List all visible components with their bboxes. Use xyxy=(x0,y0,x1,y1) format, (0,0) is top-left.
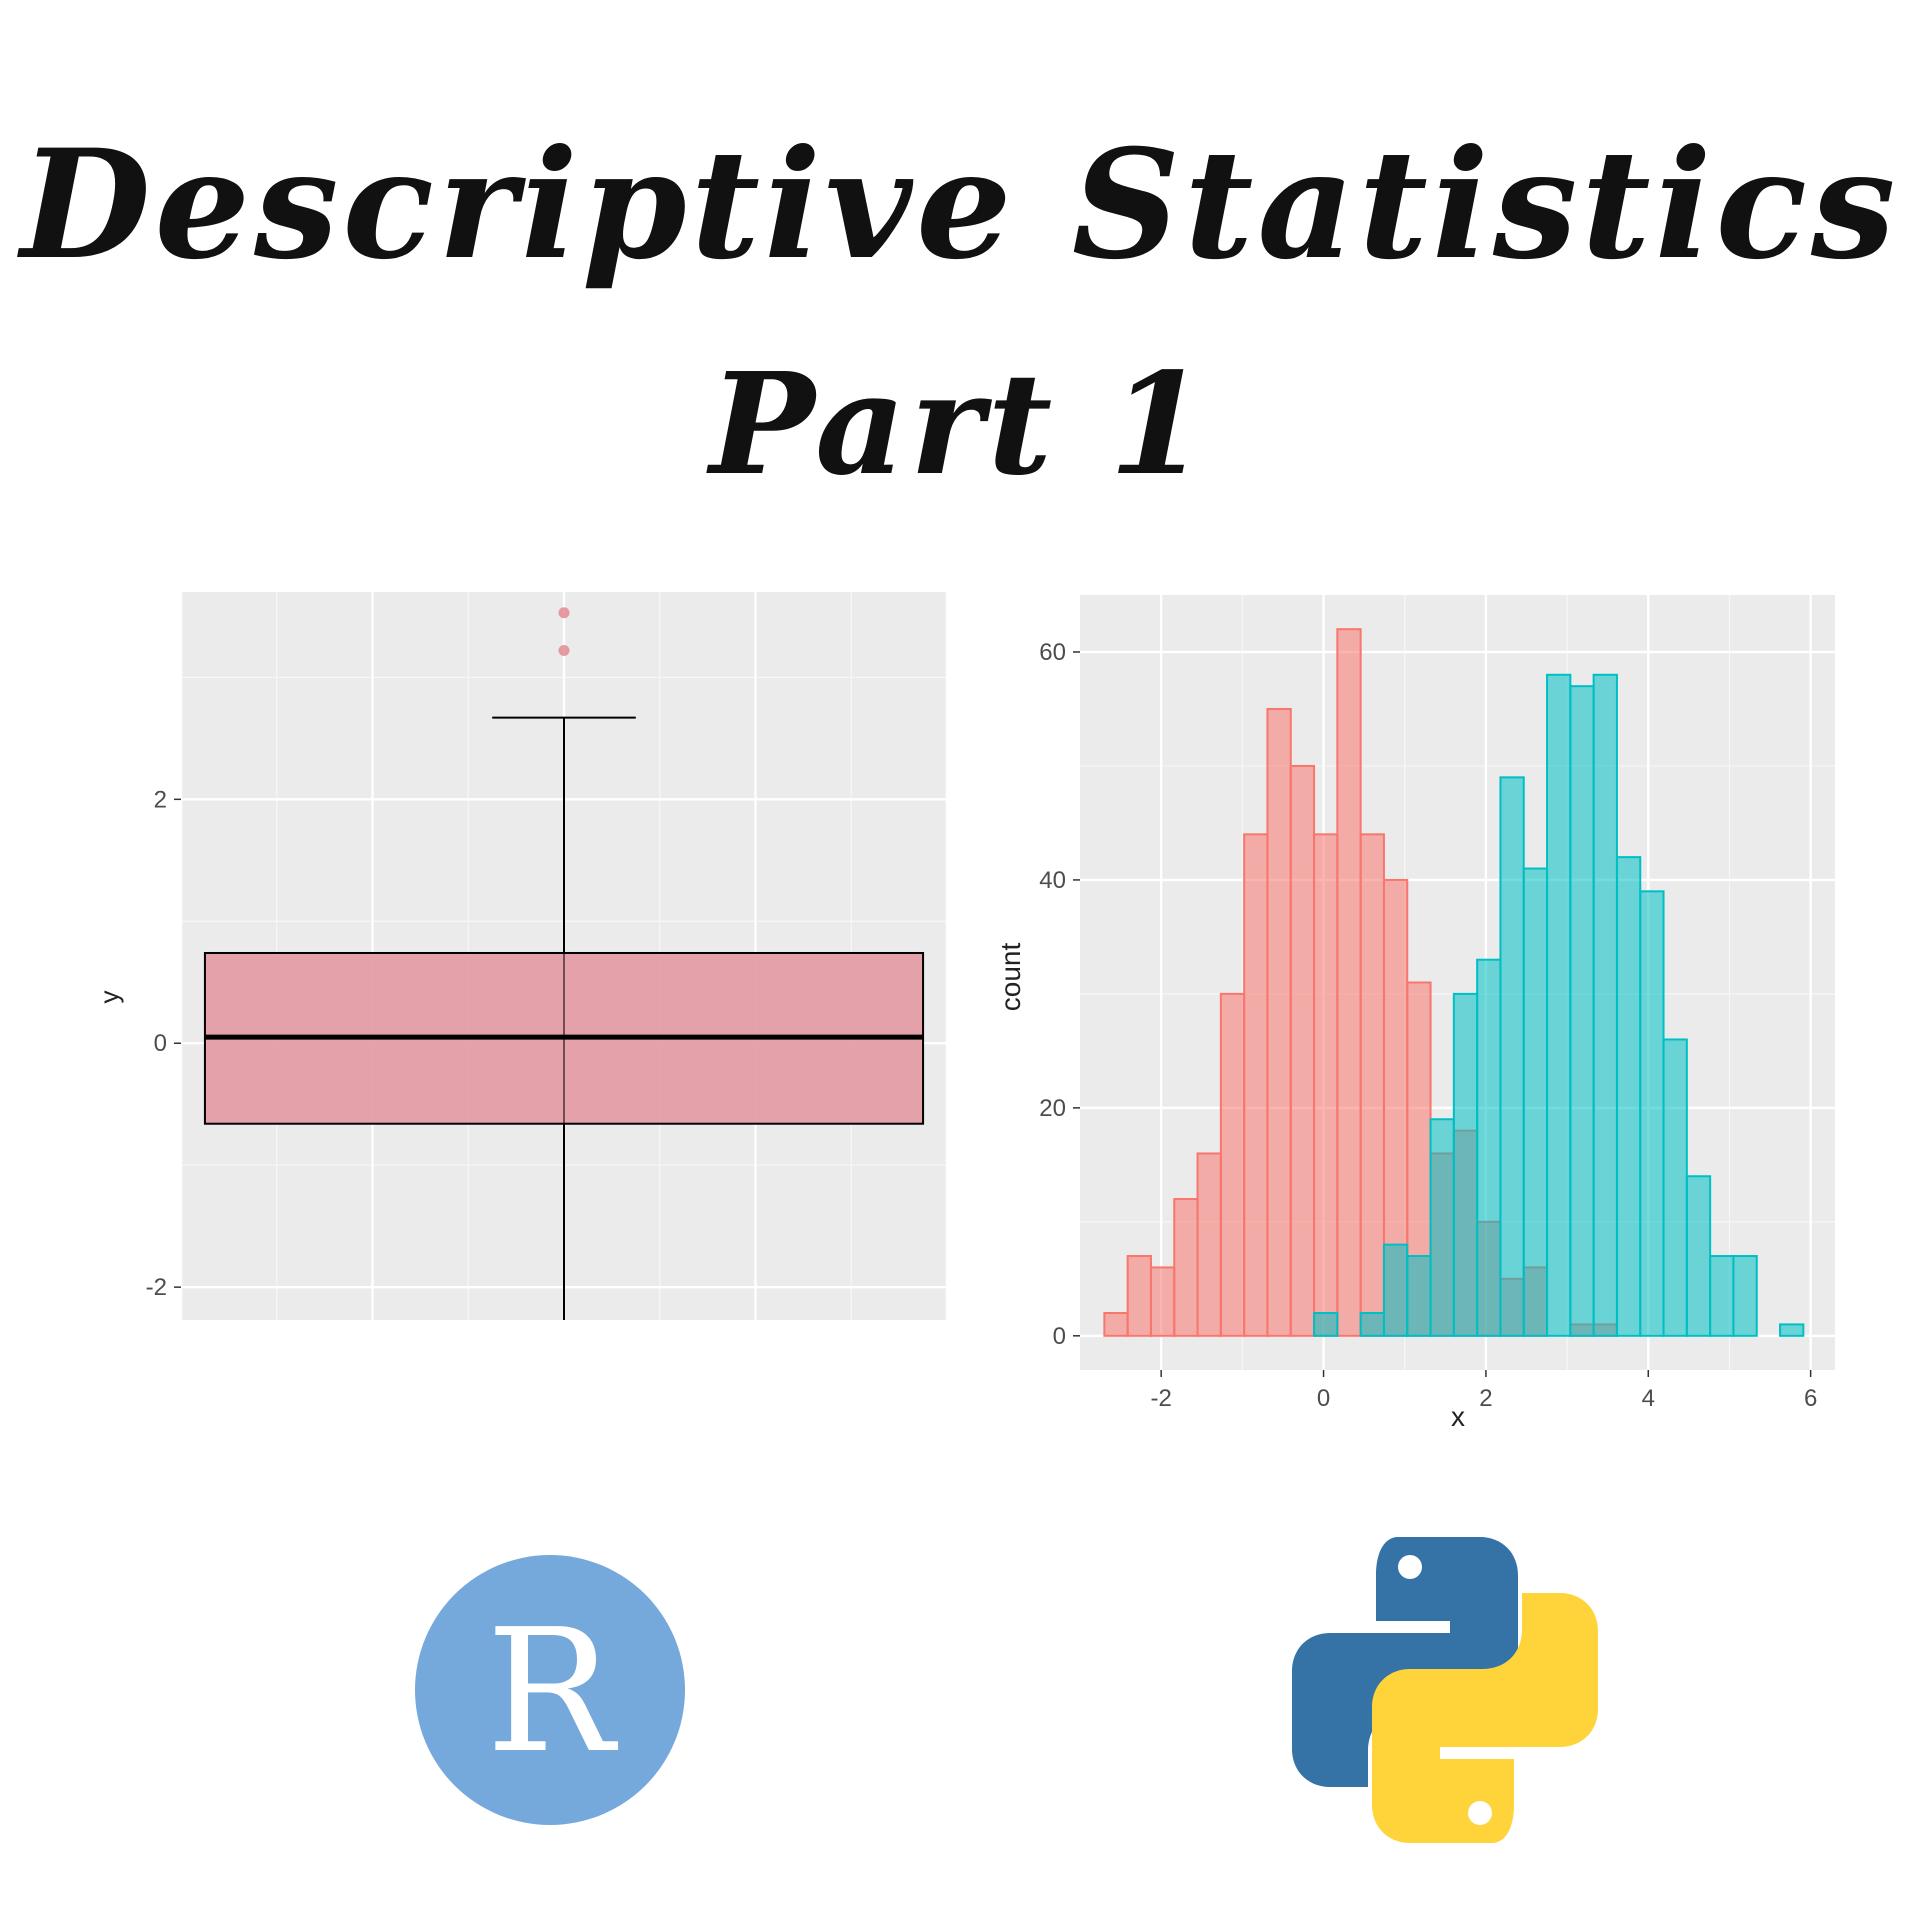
histogram-bar xyxy=(1662,1038,1688,1337)
histogram-bar xyxy=(1243,833,1269,1337)
histogram-bar xyxy=(1359,1312,1385,1337)
histogram-x-tick-label: -2 xyxy=(1151,1385,1172,1412)
histogram-bar xyxy=(1313,833,1339,1337)
boxplot-outlier xyxy=(558,645,570,657)
boxplot-y-tick-label: 0 xyxy=(154,1030,167,1057)
title-line-2: Part 1 xyxy=(709,343,1211,507)
histogram-x-tick-label: 2 xyxy=(1479,1385,1492,1412)
histogram-bar xyxy=(1103,1312,1129,1337)
histogram-bar xyxy=(1476,958,1502,1337)
histogram-marks xyxy=(1103,628,1805,1337)
histogram-bar xyxy=(1569,685,1595,1337)
histogram-bar xyxy=(1313,1312,1339,1337)
histogram-y-tick-label: 40 xyxy=(1039,867,1066,894)
python-blue-snake xyxy=(1292,1537,1518,1787)
python-yellow-eye xyxy=(1468,1801,1492,1825)
histogram-x-tick-label: 6 xyxy=(1804,1385,1817,1412)
histogram-y-tick-label: 0 xyxy=(1053,1323,1066,1350)
histogram-x-tick-label: 4 xyxy=(1642,1385,1655,1412)
histogram-xlabel: x xyxy=(1451,1401,1465,1432)
r-logo: R xyxy=(415,1555,685,1825)
histogram-bar xyxy=(1266,707,1292,1337)
python-blue-eye xyxy=(1398,1555,1422,1579)
histogram-bar xyxy=(1196,1152,1222,1337)
histogram-bar xyxy=(1499,776,1525,1337)
histogram-bar xyxy=(1289,764,1316,1337)
histogram-bar xyxy=(1382,1243,1409,1337)
histogram-y-tick-label: 60 xyxy=(1039,639,1066,666)
histogram-bar xyxy=(1149,1266,1176,1337)
histogram-bar xyxy=(1546,673,1572,1337)
r-logo-circle xyxy=(415,1555,685,1825)
histogram-bar xyxy=(1592,673,1618,1337)
histogram-bar xyxy=(1779,1323,1805,1337)
histogram-bar xyxy=(1709,1255,1735,1337)
histogram-bar xyxy=(1639,890,1665,1337)
histogram-bar xyxy=(1406,1255,1432,1337)
histogram-bar xyxy=(1126,1255,1152,1337)
python-yellow-snake xyxy=(1372,1593,1598,1843)
histogram-bar xyxy=(1359,833,1385,1337)
histogram-bar xyxy=(1452,992,1479,1337)
boxplot-y-tick-label: -2 xyxy=(146,1274,167,1301)
boxplot-outlier xyxy=(558,607,570,619)
histogram-bar xyxy=(1336,628,1362,1337)
histogram-bar xyxy=(1615,856,1642,1337)
python-logo xyxy=(1292,1537,1598,1843)
histogram-ylabel: count xyxy=(995,943,1026,1012)
histogram-y-tick-label: 20 xyxy=(1039,1095,1066,1122)
boxplot-marks xyxy=(203,607,925,1320)
histogram-bar xyxy=(1732,1255,1758,1337)
histogram-bar xyxy=(1173,1198,1199,1337)
histogram-bar xyxy=(1522,867,1549,1337)
histogram-bar xyxy=(1685,1175,1712,1337)
boxplot-y-tick-label: 2 xyxy=(154,786,167,813)
r-logo-letter: R xyxy=(486,1593,619,1791)
histogram-bar xyxy=(1219,992,1246,1337)
histogram-x-tick-label: 0 xyxy=(1317,1385,1330,1412)
title-line-1: Descriptive Statistics xyxy=(20,117,1900,293)
boxplot-chart: -0.4-0.20.00.20.4-202 y xyxy=(94,592,949,1320)
boxplot-ylabel: y xyxy=(94,991,124,1004)
boxplot-axes: -0.4-0.20.00.20.4-202 xyxy=(146,786,181,1301)
histogram-bar xyxy=(1429,1118,1455,1337)
